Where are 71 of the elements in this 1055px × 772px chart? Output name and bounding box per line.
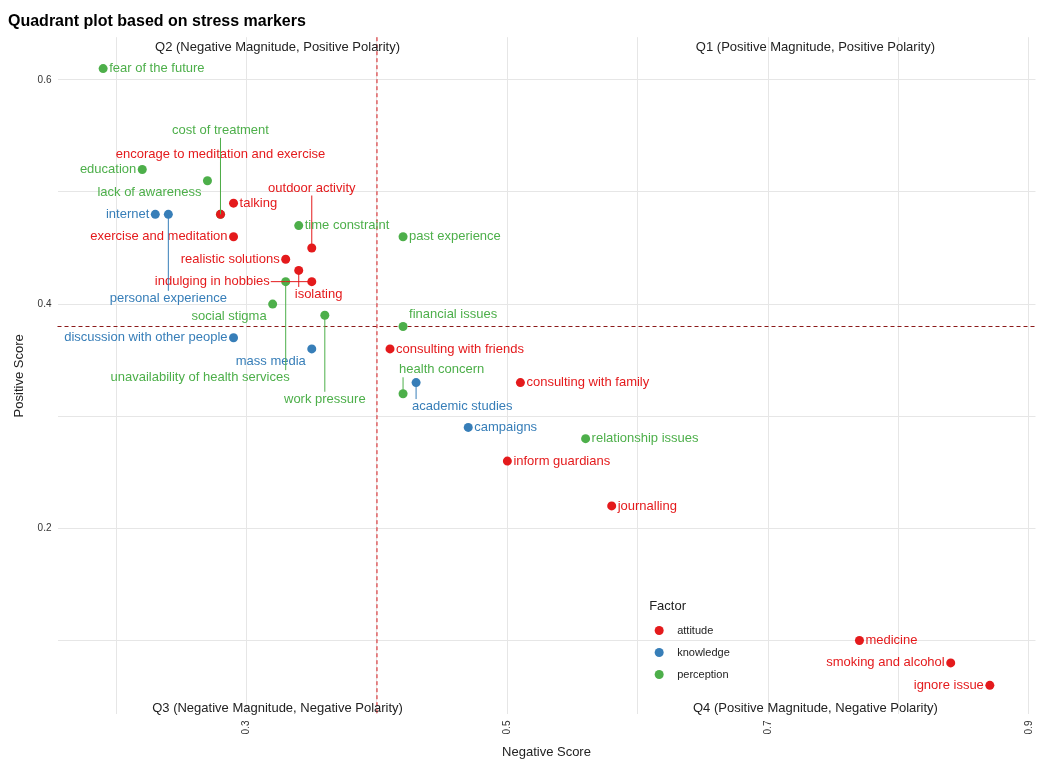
data-label: relationship issues xyxy=(591,430,700,446)
annotation: Q4 (Positive Magnitude, Negative Polarity) xyxy=(692,700,938,716)
data-label: consulting with friends xyxy=(396,340,525,356)
point xyxy=(163,209,173,219)
data-label: inform guardians xyxy=(513,452,611,468)
point xyxy=(307,277,317,287)
y-tick-label: 0.6 xyxy=(37,73,52,85)
data-label: academic studies xyxy=(412,398,514,414)
point xyxy=(515,378,525,388)
point xyxy=(150,209,160,219)
data-label: unavailability of health services xyxy=(110,369,291,385)
point xyxy=(281,254,291,264)
x-tick-label: 0.5 xyxy=(501,720,513,735)
x-tick-label: 0.9 xyxy=(1022,720,1034,735)
data-label: outdoor activity xyxy=(268,179,356,195)
data-label: ignore issue xyxy=(913,676,984,692)
data-label: consulting with family xyxy=(526,374,650,390)
point xyxy=(854,635,864,645)
point xyxy=(202,176,212,186)
annotation: Q3 (Negative Magnitude, Negative Polarity) xyxy=(152,700,403,716)
data-label: fear of the future xyxy=(109,60,205,76)
chart-title: Quadrant plot based on stress markers xyxy=(8,12,306,30)
x-axis-title: Negative Score xyxy=(502,743,591,759)
data-label: social stigma xyxy=(191,307,268,323)
point xyxy=(294,221,304,231)
y-tick-label: 0.4 xyxy=(37,297,52,309)
point xyxy=(320,310,330,320)
point xyxy=(398,322,408,332)
annotation: Q2 (Negative Magnitude, Positive Polarity) xyxy=(155,38,401,54)
point xyxy=(294,265,304,275)
point xyxy=(137,165,147,175)
y-tick-label: 0.2 xyxy=(37,522,52,534)
data-label: financial issues xyxy=(409,306,498,322)
point xyxy=(229,198,239,208)
data-label: discussion with other people xyxy=(64,329,228,345)
point xyxy=(307,344,317,354)
point xyxy=(268,299,278,309)
point xyxy=(229,333,239,343)
data-label: cost of treatment xyxy=(172,121,270,137)
point xyxy=(98,64,108,74)
data-label: internet xyxy=(105,205,150,221)
data-label: health concern xyxy=(399,361,485,377)
data-label: personal experience xyxy=(109,289,227,305)
point xyxy=(229,232,239,242)
legend-label: knowledge xyxy=(677,645,730,658)
y-axis-title: Positive Score xyxy=(11,334,27,418)
data-label: talking xyxy=(239,194,278,210)
data-label: lack of awareness xyxy=(97,184,202,200)
point xyxy=(502,456,512,466)
data-label: medicine xyxy=(865,632,918,648)
point xyxy=(581,434,591,444)
legend-label: perception xyxy=(677,667,729,680)
data-label: campaigns xyxy=(474,419,538,435)
data-label: education xyxy=(79,161,137,177)
point xyxy=(607,501,617,511)
x-tick-label: 0.3 xyxy=(240,720,252,735)
point xyxy=(398,232,408,242)
legend-label: attitude xyxy=(677,623,714,636)
data-label: past experience xyxy=(409,228,501,244)
x-tick-label: 0.7 xyxy=(761,720,773,735)
data-label: isolating xyxy=(294,286,343,302)
data-label: smoking and alcohol xyxy=(826,654,945,670)
annotation: Q1 (Positive Magnitude, Positive Polarity) xyxy=(695,38,936,54)
point xyxy=(946,658,956,668)
data-label: work pressure xyxy=(283,390,366,406)
point xyxy=(985,680,995,690)
data-label: realistic solutions xyxy=(180,250,281,266)
data-label: journalling xyxy=(616,497,677,513)
point xyxy=(385,344,395,354)
legend-title: Factor xyxy=(649,598,687,614)
point xyxy=(463,422,473,432)
